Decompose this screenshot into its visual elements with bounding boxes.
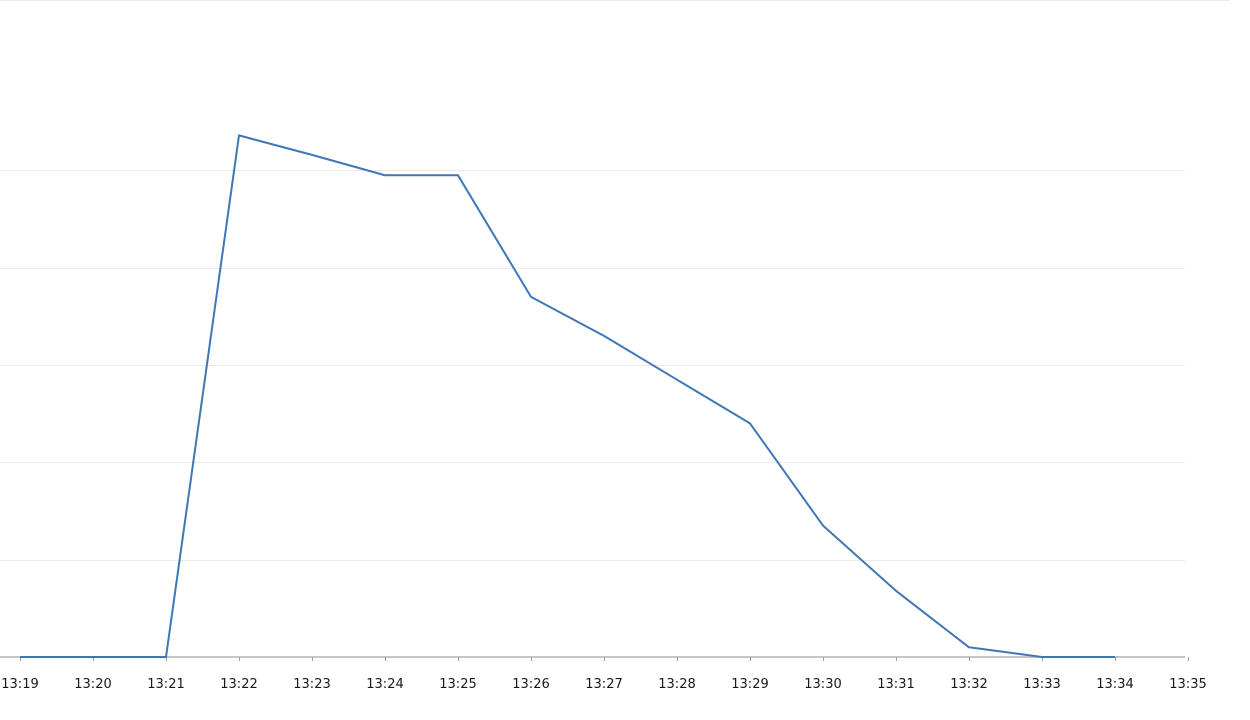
x-tick-label: 13:32 <box>950 677 987 692</box>
x-axis: 13:19 13:20 13:21 13:22 13:23 13:24 13:25 13:26… <box>0 656 1207 692</box>
x-tick-label: 13:31 <box>877 677 914 692</box>
x-tick-label: 13:33 <box>1023 677 1060 692</box>
x-tick-label: 13:34 <box>1096 677 1133 692</box>
x-tick-label: 13:26 <box>512 677 549 692</box>
x-tick-label: 13:29 <box>731 677 768 692</box>
x-tick-label: 13:24 <box>366 677 403 692</box>
gridlines <box>0 170 1185 561</box>
x-tick-label: 13:25 <box>439 677 476 692</box>
x-tick-label: 13:21 <box>147 677 184 692</box>
x-tick-label: 13:20 <box>74 677 111 692</box>
x-tick-label: 13:23 <box>293 677 330 692</box>
x-tick-label: 13:19 <box>1 677 38 692</box>
series-layer <box>20 134 1115 658</box>
series-line-0 <box>20 134 1115 658</box>
x-tick-label: 13:30 <box>804 677 841 692</box>
x-tick-label: 13:22 <box>220 677 257 692</box>
x-tick-label: 13:28 <box>658 677 695 692</box>
x-tick-label: 13:27 <box>585 677 622 692</box>
x-tick-label: 13:35 <box>1169 677 1206 692</box>
